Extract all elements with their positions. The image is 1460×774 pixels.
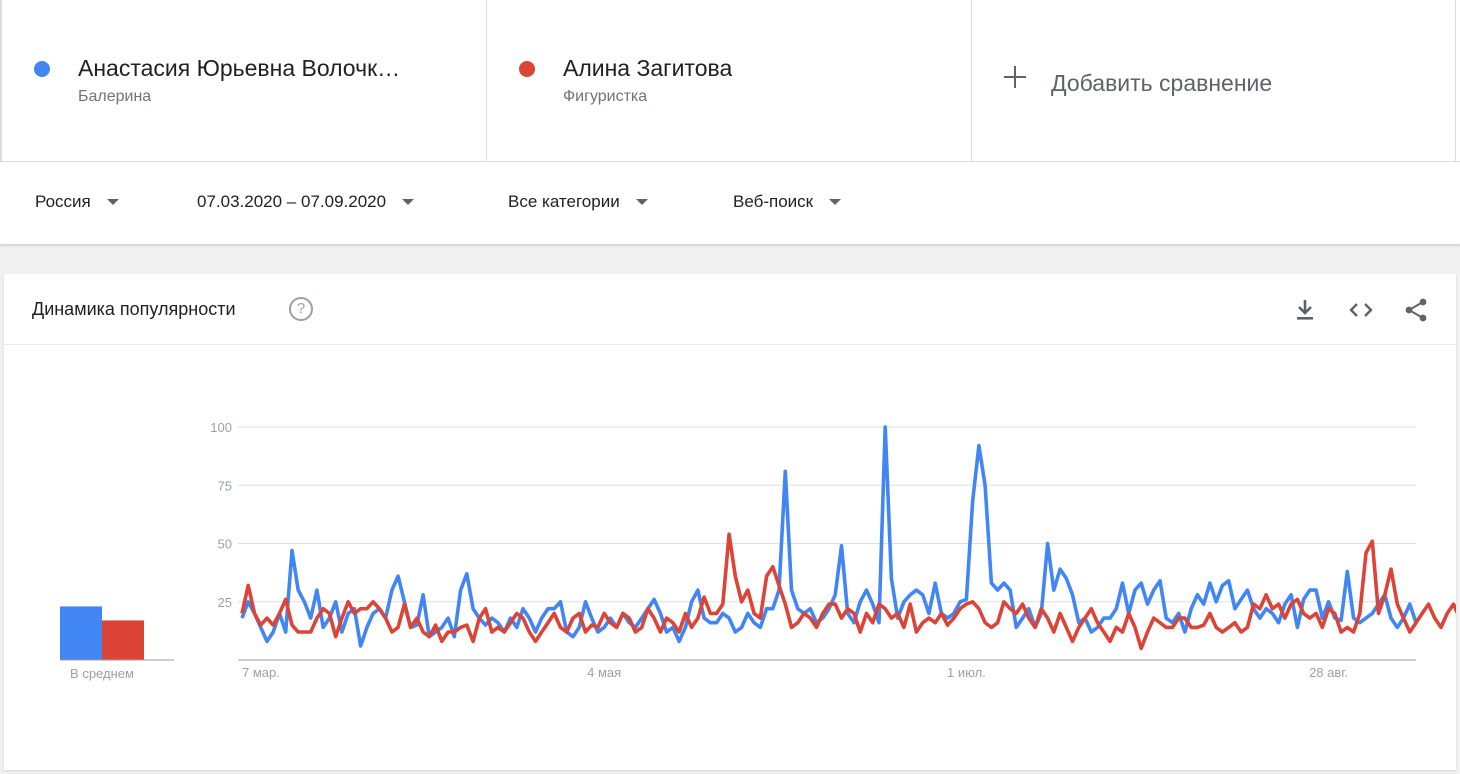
- series-color-dot: [34, 61, 50, 77]
- search-type-dropdown[interactable]: Веб-поиск: [733, 192, 842, 212]
- chart-grid: 25 50 75 100: [210, 420, 1416, 661]
- category-dropdown[interactable]: Все категории: [508, 192, 648, 212]
- embed-code-icon[interactable]: [1347, 296, 1375, 324]
- filter-bar: Россия 07.03.2020 – 07.09.2020 Все катег…: [0, 162, 1460, 244]
- x-tick-label: 28 авг.: [1309, 665, 1348, 680]
- card-title: Динамика популярности: [32, 299, 236, 319]
- line-chart: В среднем 25 50 75 100 7 мар. 4 мая 1 июл. 28 …: [60, 420, 1456, 681]
- category-value: Все категории: [508, 192, 620, 211]
- x-tick-label: 7 мар.: [242, 665, 280, 680]
- interest-over-time-card: Динамика популярности ? В среднем 25 50 75…: [4, 274, 1456, 770]
- term-subtitle: Фигуристка: [563, 88, 648, 105]
- caret-down-icon: [635, 199, 648, 205]
- share-icon[interactable]: [1402, 296, 1430, 324]
- download-icon[interactable]: [1291, 296, 1319, 324]
- comparison-bar: Анастасия Юрьевна Волочк… Балерина Алина…: [0, 0, 1460, 162]
- comparison-term-2[interactable]: Алина Загитова Фигуристка: [487, 0, 972, 161]
- plus-icon: [1004, 66, 1026, 88]
- comparison-term-1[interactable]: Анастасия Юрьевна Волочк… Балерина: [0, 0, 487, 161]
- series-line-2[interactable]: [240, 532, 1456, 651]
- help-icon[interactable]: ?: [289, 297, 313, 321]
- card-header: Динамика популярности ?: [4, 274, 1456, 345]
- average-bar-1[interactable]: [60, 606, 102, 660]
- y-tick-label: 25: [218, 595, 232, 610]
- series-line-1[interactable]: [240, 425, 1418, 648]
- caret-down-icon: [829, 199, 842, 205]
- x-tick-label: 4 мая: [587, 665, 621, 680]
- y-tick-label: 100: [210, 420, 232, 435]
- search-type-value: Веб-поиск: [733, 192, 814, 211]
- x-tick-label: 1 июл.: [947, 665, 986, 680]
- date-range-value: 07.03.2020 – 07.09.2020: [197, 192, 387, 211]
- region-dropdown[interactable]: Россия: [35, 192, 119, 212]
- add-comparison-label: Добавить сравнение: [1051, 70, 1273, 96]
- date-range-dropdown[interactable]: 07.03.2020 – 07.09.2020: [197, 192, 415, 212]
- term-name: Алина Загитова: [563, 55, 733, 81]
- add-comparison-button[interactable]: Добавить сравнение: [972, 0, 1456, 161]
- caret-down-icon: [402, 199, 415, 205]
- term-name: Анастасия Юрьевна Волочк…: [78, 55, 401, 81]
- average-bars: В среднем: [60, 606, 174, 681]
- series-color-dot: [519, 61, 535, 77]
- region-value: Россия: [35, 192, 91, 211]
- average-label: В среднем: [70, 666, 134, 681]
- average-bar-2[interactable]: [102, 620, 144, 660]
- y-tick-label: 50: [218, 537, 232, 552]
- x-axis-labels: 7 мар. 4 мая 1 июл. 28 авг.: [242, 665, 1348, 680]
- series-lines: [240, 425, 1456, 651]
- term-subtitle: Балерина: [78, 88, 152, 105]
- caret-down-icon: [106, 199, 119, 205]
- y-tick-label: 75: [218, 478, 232, 493]
